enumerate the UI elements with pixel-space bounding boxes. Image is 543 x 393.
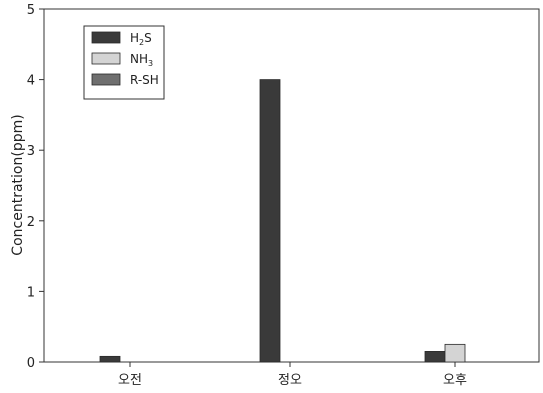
legend-swatch [91,73,121,86]
bar-h2s-0 [99,355,121,363]
x-tick-label: 오전 [118,373,142,388]
x-tick-label: 정오 [278,373,302,388]
legend-label: H2S [130,31,152,47]
y-tick-label: 4 [27,74,35,89]
y-tick-label: 3 [27,144,35,159]
x-tick-label: 오후 [443,373,467,388]
x-axis: 오전 정오 오후 [118,362,467,388]
legend-swatch [91,52,121,65]
plot-frame [43,8,540,363]
y-axis-title: Concentration(ppm) [10,114,26,255]
y-tick-label: 2 [27,215,35,230]
y-tick-label: 0 [27,356,35,371]
legend-box [83,25,165,100]
y-axis: 0 1 2 3 4 5 [27,3,44,371]
legend-swatch [91,31,121,44]
bar-h2s-1 [259,79,281,363]
bar-nh3-2 [444,343,466,363]
bars [99,79,466,363]
legend-label: R-SH [130,73,159,87]
legend: H2S NH3 R-SH [83,25,165,100]
y-tick-label: 5 [27,3,35,18]
y-tick-label: 1 [27,285,35,300]
bar-h2s-2 [424,351,446,363]
legend-label: NH3 [130,52,153,68]
